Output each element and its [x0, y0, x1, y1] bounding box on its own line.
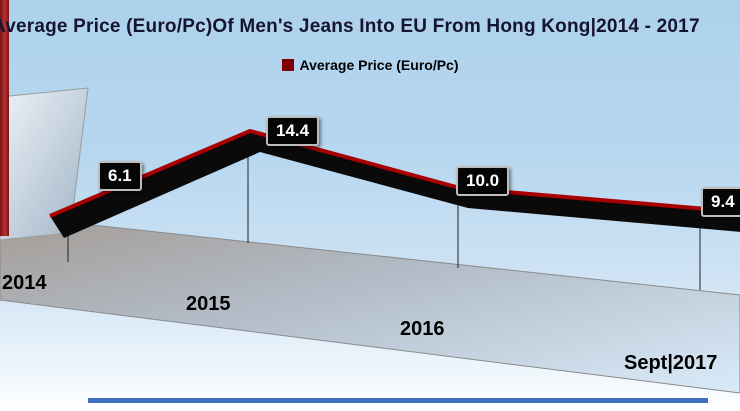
legend-label: Average Price (Euro/Pc)	[299, 57, 459, 73]
axis-label-2015: 2015	[186, 293, 231, 315]
data-label-2015: 14.4	[266, 116, 320, 147]
legend: Average Price (Euro/Pc)	[0, 57, 740, 73]
data-label-2017: 9.4	[701, 187, 740, 218]
data-label-2016: 10.0	[456, 166, 510, 197]
legend-marker-icon	[281, 59, 294, 71]
chart-floor	[0, 214, 740, 394]
bottom-bar	[88, 398, 708, 403]
axis-label-2016: 2016	[400, 318, 445, 340]
left-border-strip	[0, 0, 9, 236]
axis-label-2017: Sept|2017	[624, 352, 718, 374]
axis-label-2014: 2014	[2, 272, 47, 294]
data-label-2014: 6.1	[98, 161, 142, 192]
chart-title: Average Price (Euro/Pc)Of Men's Jeans In…	[0, 16, 700, 37]
series-line	[49, 129, 740, 218]
series-ribbon	[50, 131, 740, 238]
